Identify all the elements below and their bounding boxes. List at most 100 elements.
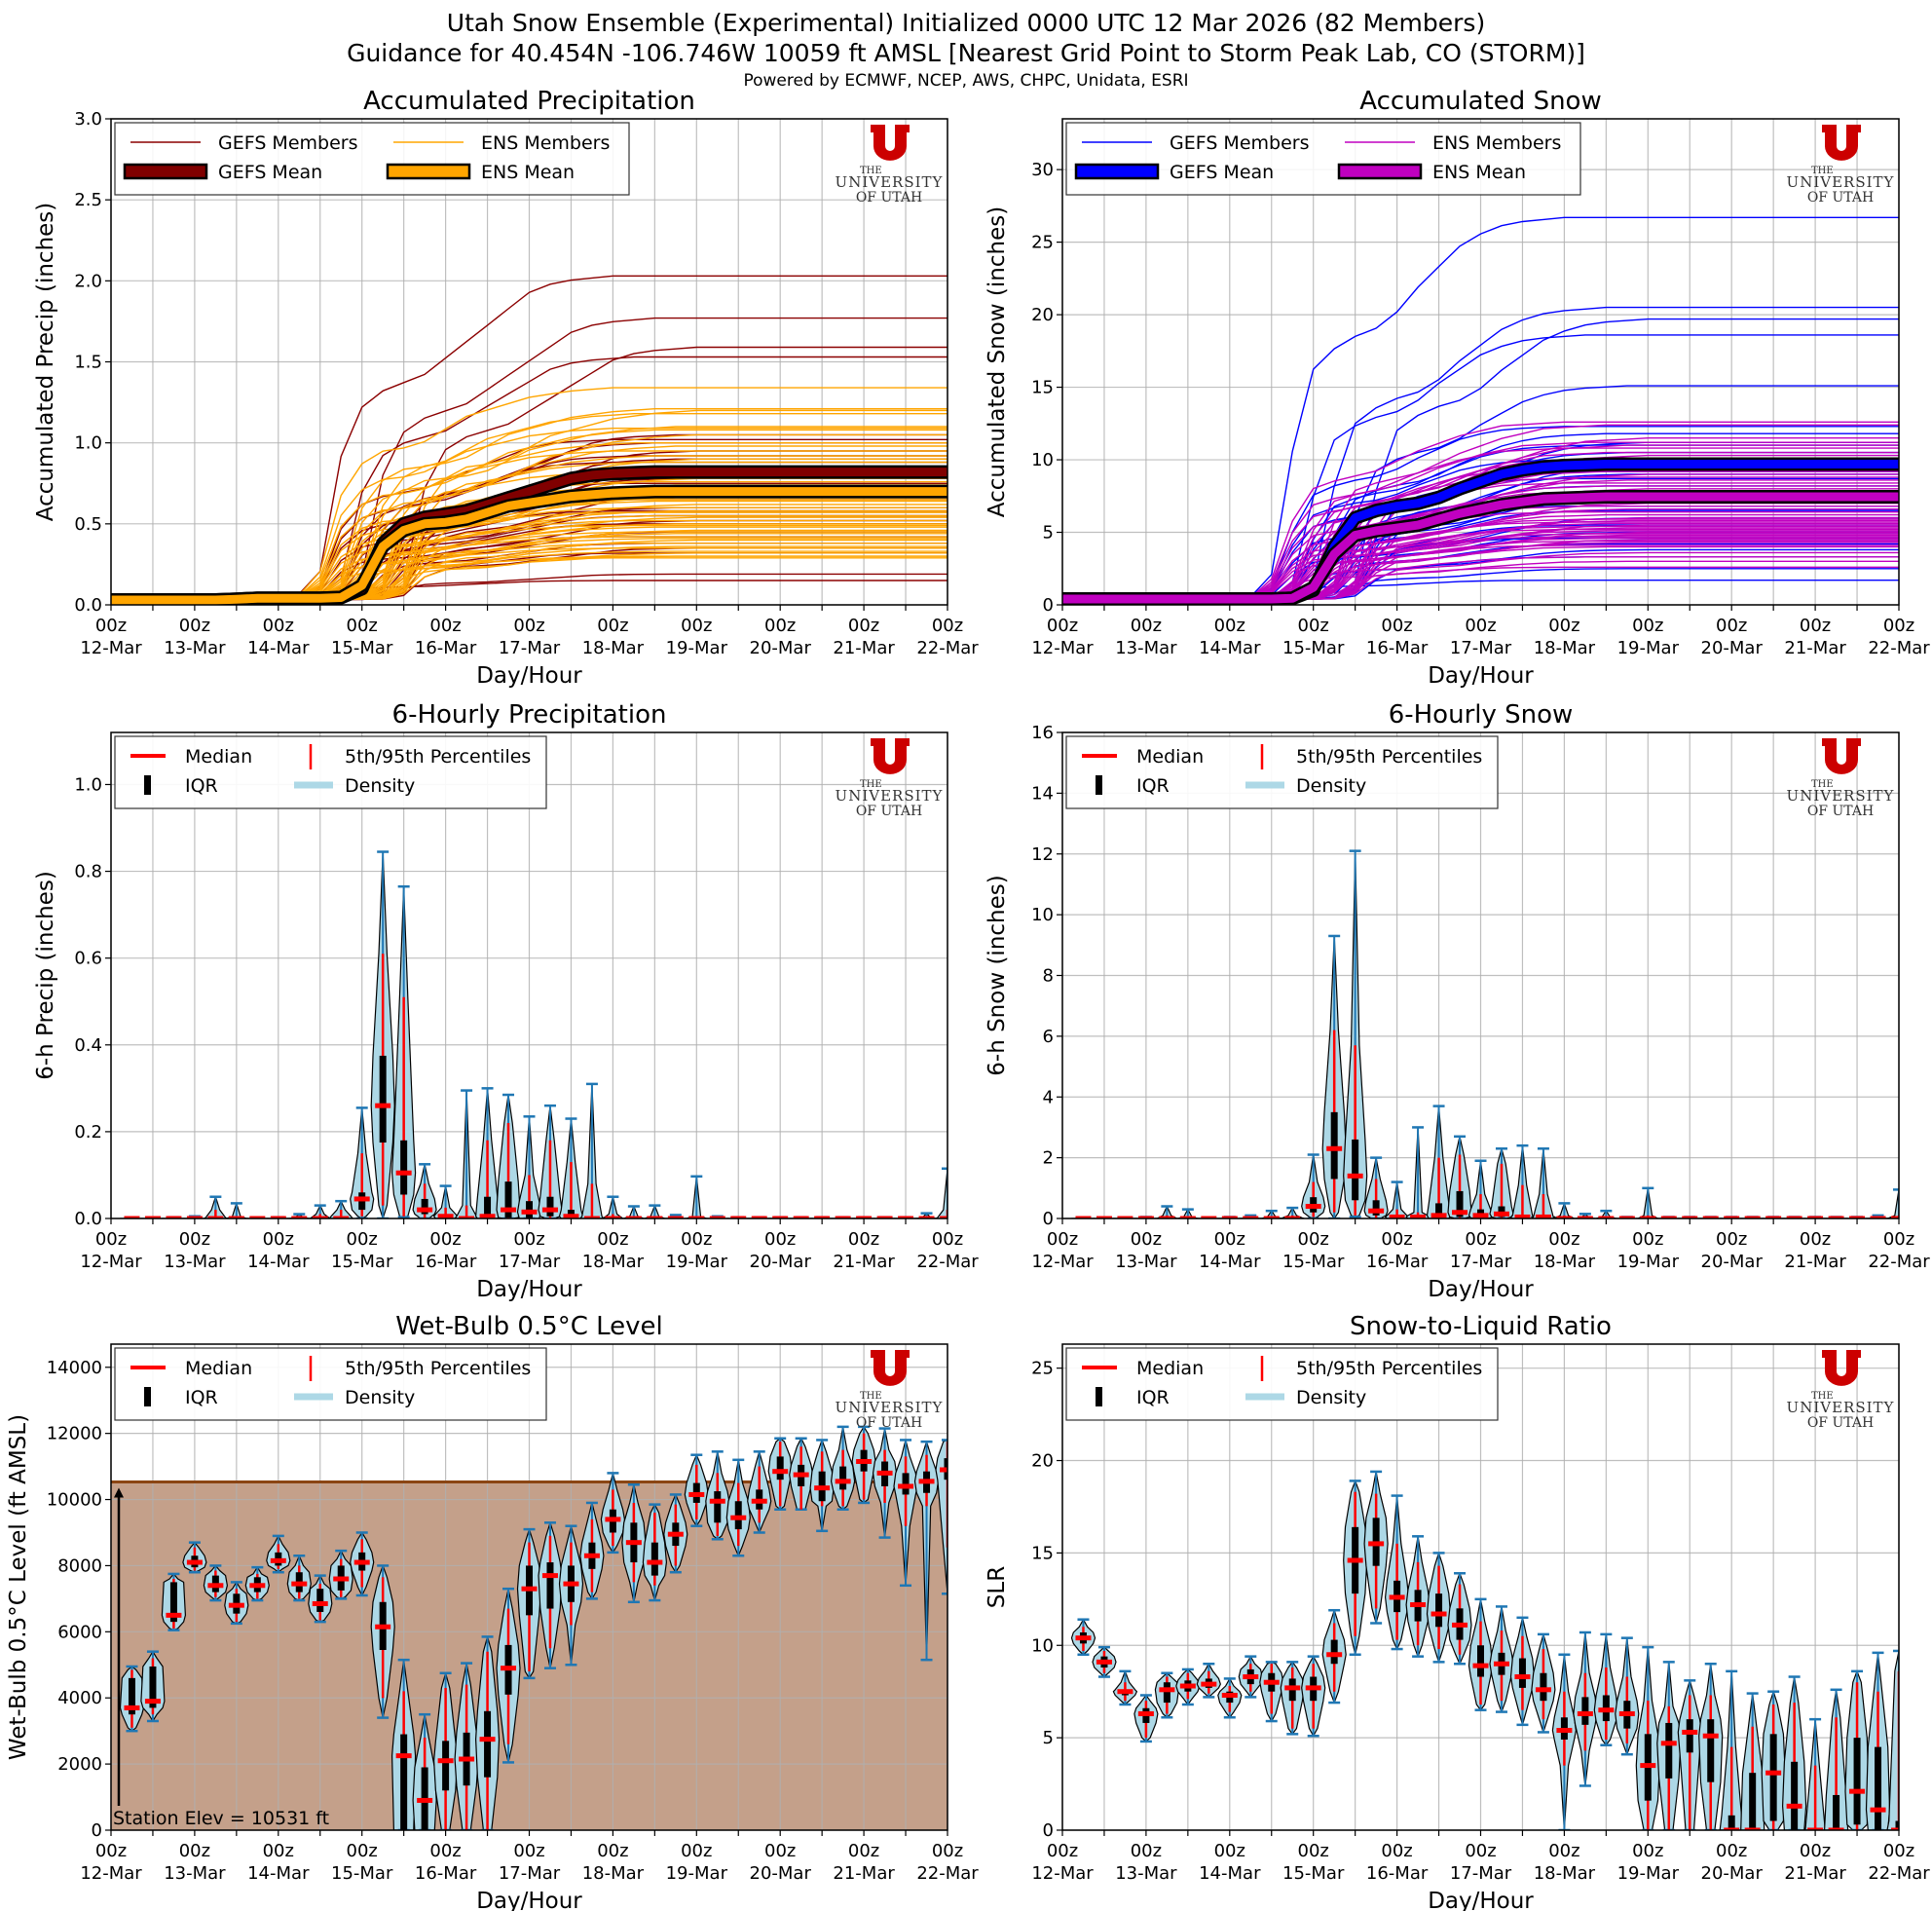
y-tick-label: 15 <box>1031 1543 1054 1563</box>
x-tick-hour: 00z <box>179 1841 210 1861</box>
violin-median-marker <box>1598 1707 1615 1713</box>
violin-iqr-box <box>1728 1815 1735 1830</box>
x-tick-date: 21-Mar <box>833 1252 895 1272</box>
violin <box>286 1213 312 1218</box>
legend-box <box>1065 122 1581 196</box>
violin <box>935 1439 947 1595</box>
violin-median-marker <box>1221 1692 1238 1698</box>
x-tick-hour: 00z <box>263 1229 294 1250</box>
violin <box>391 1658 417 1830</box>
x-tick-date: 16-Mar <box>1366 638 1429 658</box>
x-tick-date: 13-Mar <box>1115 638 1177 658</box>
violin <box>1259 1661 1284 1723</box>
violin <box>496 1093 521 1218</box>
x-tick-hour: 00z <box>263 616 294 636</box>
violin-median-marker <box>918 1216 935 1218</box>
violin <box>1321 934 1347 1218</box>
panel-title: Accumulated Snow <box>1359 87 1601 116</box>
x-tick-hour: 00z <box>1800 1229 1831 1250</box>
logo-text-university: UNIVERSITY <box>836 173 944 191</box>
violin-iqr-box <box>839 1466 847 1490</box>
violin-median-marker <box>124 1705 140 1710</box>
violin <box>684 1175 709 1218</box>
x-tick-hour: 00z <box>681 1841 712 1861</box>
legend: Median 5th/95th Percentiles IQR Density <box>114 735 547 809</box>
x-tick-hour: 00z <box>1548 1841 1579 1861</box>
violin <box>1426 1552 1452 1664</box>
violin <box>872 1427 898 1539</box>
block-u-icon <box>871 1350 910 1386</box>
legend-box <box>1065 1347 1499 1421</box>
violin-iqr-box <box>1456 1190 1464 1218</box>
figure-title-line1: Utah Snow Ensemble (Experimental) Initia… <box>447 9 1485 37</box>
x-tick-hour: 00z <box>1800 616 1831 636</box>
violin-iqr-box <box>1581 1697 1589 1725</box>
x-tick-date: 18-Mar <box>582 1252 645 1272</box>
violin-median-marker <box>1472 1663 1489 1668</box>
x-tick-hour: 00z <box>1381 1229 1412 1250</box>
violin-median-marker <box>291 1216 308 1218</box>
y-tick-label: 20 <box>1031 1451 1054 1472</box>
violin <box>1363 1156 1389 1218</box>
x-tick-date: 13-Mar <box>164 638 226 658</box>
violin <box>1551 1202 1578 1218</box>
y-tick-label: 0.4 <box>74 1035 102 1056</box>
y-tick-label: 0.8 <box>74 862 102 882</box>
violin-iqr-box <box>169 1582 177 1623</box>
violin-median-marker <box>1201 1681 1217 1687</box>
violin <box>1217 1677 1243 1719</box>
block-u-icon <box>1822 1350 1861 1386</box>
violin <box>893 1439 918 1588</box>
violin <box>224 1581 249 1626</box>
x-axis-label: Day/Hour <box>476 663 582 689</box>
violin-iqr-box <box>1686 1719 1693 1753</box>
x-tick-date: 14-Mar <box>247 1252 310 1272</box>
violin-median-marker <box>1514 1214 1531 1218</box>
x-axis-label: Day/Hour <box>476 1277 582 1302</box>
violin <box>1154 1671 1180 1719</box>
violin <box>1468 1159 1494 1218</box>
x-tick-hour: 00z <box>347 1841 378 1861</box>
violin-median-marker <box>1493 1211 1509 1217</box>
legend: GEFS Members ENS Members GEFS Mean ENS Mean <box>1065 122 1581 196</box>
legend-swatch <box>386 163 471 180</box>
violin-median-marker <box>1326 1145 1343 1151</box>
logo-text-of-utah: OF UTAH <box>1807 190 1874 206</box>
violin-median-marker <box>814 1485 831 1491</box>
y-tick-label: 0 <box>92 1820 102 1841</box>
legend-label: GEFS Mean <box>218 162 322 183</box>
x-tick-hour: 00z <box>1047 616 1078 636</box>
violin-median-marker <box>501 1666 517 1671</box>
x-tick-hour: 00z <box>1716 616 1747 636</box>
violin-median-marker <box>479 1737 496 1742</box>
violin <box>370 850 395 1218</box>
violin <box>1740 1692 1765 1830</box>
x-tick-date: 18-Mar <box>582 638 645 658</box>
violin <box>286 1555 312 1602</box>
logo-text-of-utah: OF UTAH <box>856 190 922 206</box>
violin-median-marker <box>1786 1803 1802 1809</box>
plot-area <box>1062 216 1899 605</box>
violin-median-marker <box>709 1498 725 1504</box>
violin-iqr-box <box>1749 1773 1757 1830</box>
legend-label: ENS Mean <box>481 162 575 183</box>
violin-iqr-box <box>776 1456 784 1480</box>
violin <box>684 1453 709 1527</box>
violin-median-marker <box>1765 1770 1782 1776</box>
x-tick-hour: 00z <box>1465 1841 1496 1861</box>
violin-median-marker <box>625 1540 642 1546</box>
violin-median-marker <box>459 1756 475 1762</box>
x-tick-hour: 00z <box>764 1229 796 1250</box>
violin-median-marker <box>186 1559 203 1565</box>
violin-median-marker <box>1243 1216 1259 1218</box>
x-tick-date: 16-Mar <box>415 1252 477 1272</box>
x-tick-hour: 00z <box>848 1229 879 1250</box>
violin-median-marker <box>1870 1216 1886 1218</box>
x-tick-hour: 00z <box>1131 1841 1162 1861</box>
logo-text-the: THE <box>1811 166 1834 176</box>
violin <box>1133 1694 1159 1743</box>
axes-frame <box>110 118 948 606</box>
violin-median-marker <box>856 1216 873 1218</box>
x-tick-hour: 00z <box>681 616 712 636</box>
axes-frame <box>1061 118 1900 606</box>
